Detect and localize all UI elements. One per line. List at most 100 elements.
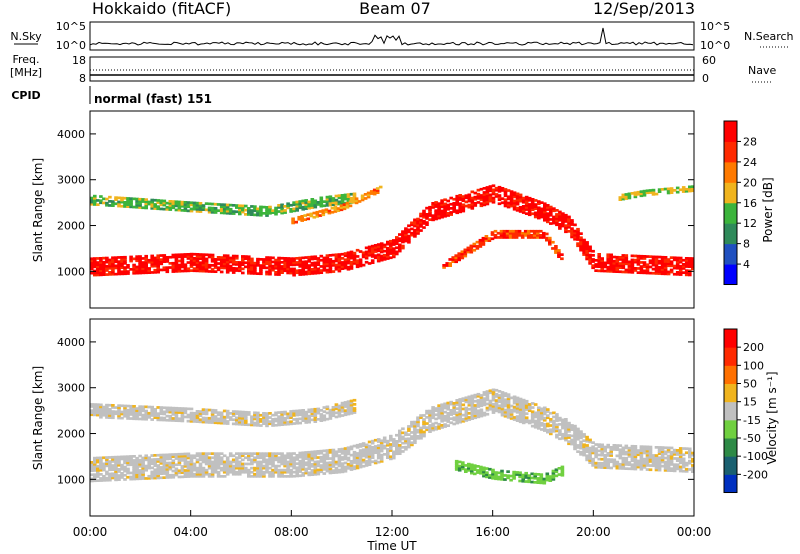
heatmap-cell (464, 194, 469, 197)
heatmap-cell (336, 207, 341, 210)
heatmap-cell (491, 407, 496, 410)
heatmap-cell (503, 190, 508, 193)
heatmap-cell (280, 256, 284, 260)
heatmap-cell (195, 267, 200, 271)
colorbar-tick-label: 100 (743, 359, 764, 372)
heatmap-cell (256, 472, 260, 476)
heatmap-cell (262, 454, 266, 458)
heatmap-cell (503, 194, 508, 197)
heatmap-cell (532, 234, 537, 237)
heatmap-cell (219, 270, 224, 274)
heatmap-cell (346, 199, 351, 203)
heatmap-cell (141, 267, 145, 271)
heatmap-cell (210, 270, 215, 273)
heatmap-cell (189, 464, 194, 468)
heatmap-cell (564, 228, 568, 232)
heatmap-cell (627, 463, 632, 466)
heatmap-cell (304, 414, 308, 418)
heatmap-cell (512, 399, 517, 403)
heatmap-cell (449, 207, 453, 210)
heatmap-cell (458, 206, 462, 210)
heatmap-cell (434, 421, 438, 425)
heatmap-cell (606, 460, 610, 463)
heatmap-cell (207, 253, 212, 257)
heatmap-cell (328, 260, 333, 263)
heatmap-cell (328, 264, 333, 267)
heatmap-cell (488, 401, 493, 405)
heatmap-cell (612, 464, 617, 468)
heatmap-cell (681, 263, 686, 266)
heatmap-cell (645, 189, 650, 193)
heatmap-cell (117, 459, 121, 463)
heatmap-cell (247, 468, 251, 472)
heatmap-cell (156, 472, 160, 476)
heatmap-cell (144, 454, 148, 458)
heatmap-cell (467, 395, 472, 399)
heatmap-cell (536, 236, 540, 239)
heatmap-cell (247, 271, 251, 275)
heatmap-cell (555, 433, 559, 437)
heatmap-cell (603, 265, 607, 269)
heatmap-cell (144, 466, 148, 470)
heatmap-cell (343, 266, 348, 270)
heatmap-cell (141, 261, 145, 264)
heatmap-cell (138, 269, 142, 273)
heatmap-cell (615, 448, 620, 451)
heatmap-cell (512, 418, 517, 421)
heatmap-cell (555, 425, 559, 429)
heatmap-cell (316, 267, 321, 271)
heatmap-cell (340, 403, 345, 407)
heatmap-cell (428, 415, 432, 419)
heatmap-cell (198, 269, 203, 273)
heatmap-cell (370, 255, 375, 258)
heatmap-cell (144, 254, 148, 258)
heatmap-cell (247, 470, 251, 474)
heatmap-cell (443, 214, 447, 218)
heatmap-cell (274, 210, 278, 214)
heatmap-cell (624, 268, 629, 272)
heatmap-cell (129, 259, 133, 263)
heatmap-cell (518, 397, 523, 401)
heatmap-cell (639, 449, 644, 453)
heatmap-cell (609, 253, 613, 257)
heatmap-cell (156, 418, 160, 422)
heatmap-cell (189, 466, 194, 470)
heatmap-cell (228, 207, 233, 211)
heatmap-cell (340, 410, 345, 413)
heatmap-cell (213, 258, 218, 261)
heatmap-cell (464, 204, 469, 208)
heatmap-cell (231, 414, 236, 417)
heatmap-cell (343, 195, 348, 199)
heatmap-cell (277, 470, 281, 474)
heatmap-cell (493, 234, 498, 237)
colorbar-tick-label: -100 (743, 450, 768, 463)
heatmap-cell (482, 195, 487, 198)
heatmap-cell (129, 455, 133, 458)
heatmap-cell (392, 251, 396, 255)
heatmap-cell (129, 413, 133, 416)
heatmap-cell (464, 468, 468, 471)
heatmap-cell (231, 212, 236, 215)
heatmap-cell (165, 410, 170, 414)
heatmap-cell (262, 472, 266, 476)
heatmap-cell (162, 256, 167, 259)
heatmap-cell (135, 411, 139, 414)
heatmap-cell (268, 456, 272, 460)
heatmap-cell (241, 206, 245, 210)
heatmap-cell (500, 473, 504, 477)
heatmap-cell (428, 411, 432, 415)
heatmap-cell (561, 224, 565, 228)
heatmap-cell (517, 229, 522, 233)
heatmap-cell (313, 460, 318, 464)
heatmap-cell (487, 237, 492, 240)
heatmap-cell (539, 229, 543, 233)
heatmap-cell (117, 461, 121, 465)
heatmap-cell (688, 455, 692, 459)
heatmap-cell (554, 245, 558, 248)
heatmap-cell (228, 212, 233, 215)
heatmap-cell (654, 268, 659, 271)
heatmap-cell (460, 256, 465, 260)
heatmap-cell (488, 476, 492, 479)
heatmap-cell (364, 453, 369, 457)
